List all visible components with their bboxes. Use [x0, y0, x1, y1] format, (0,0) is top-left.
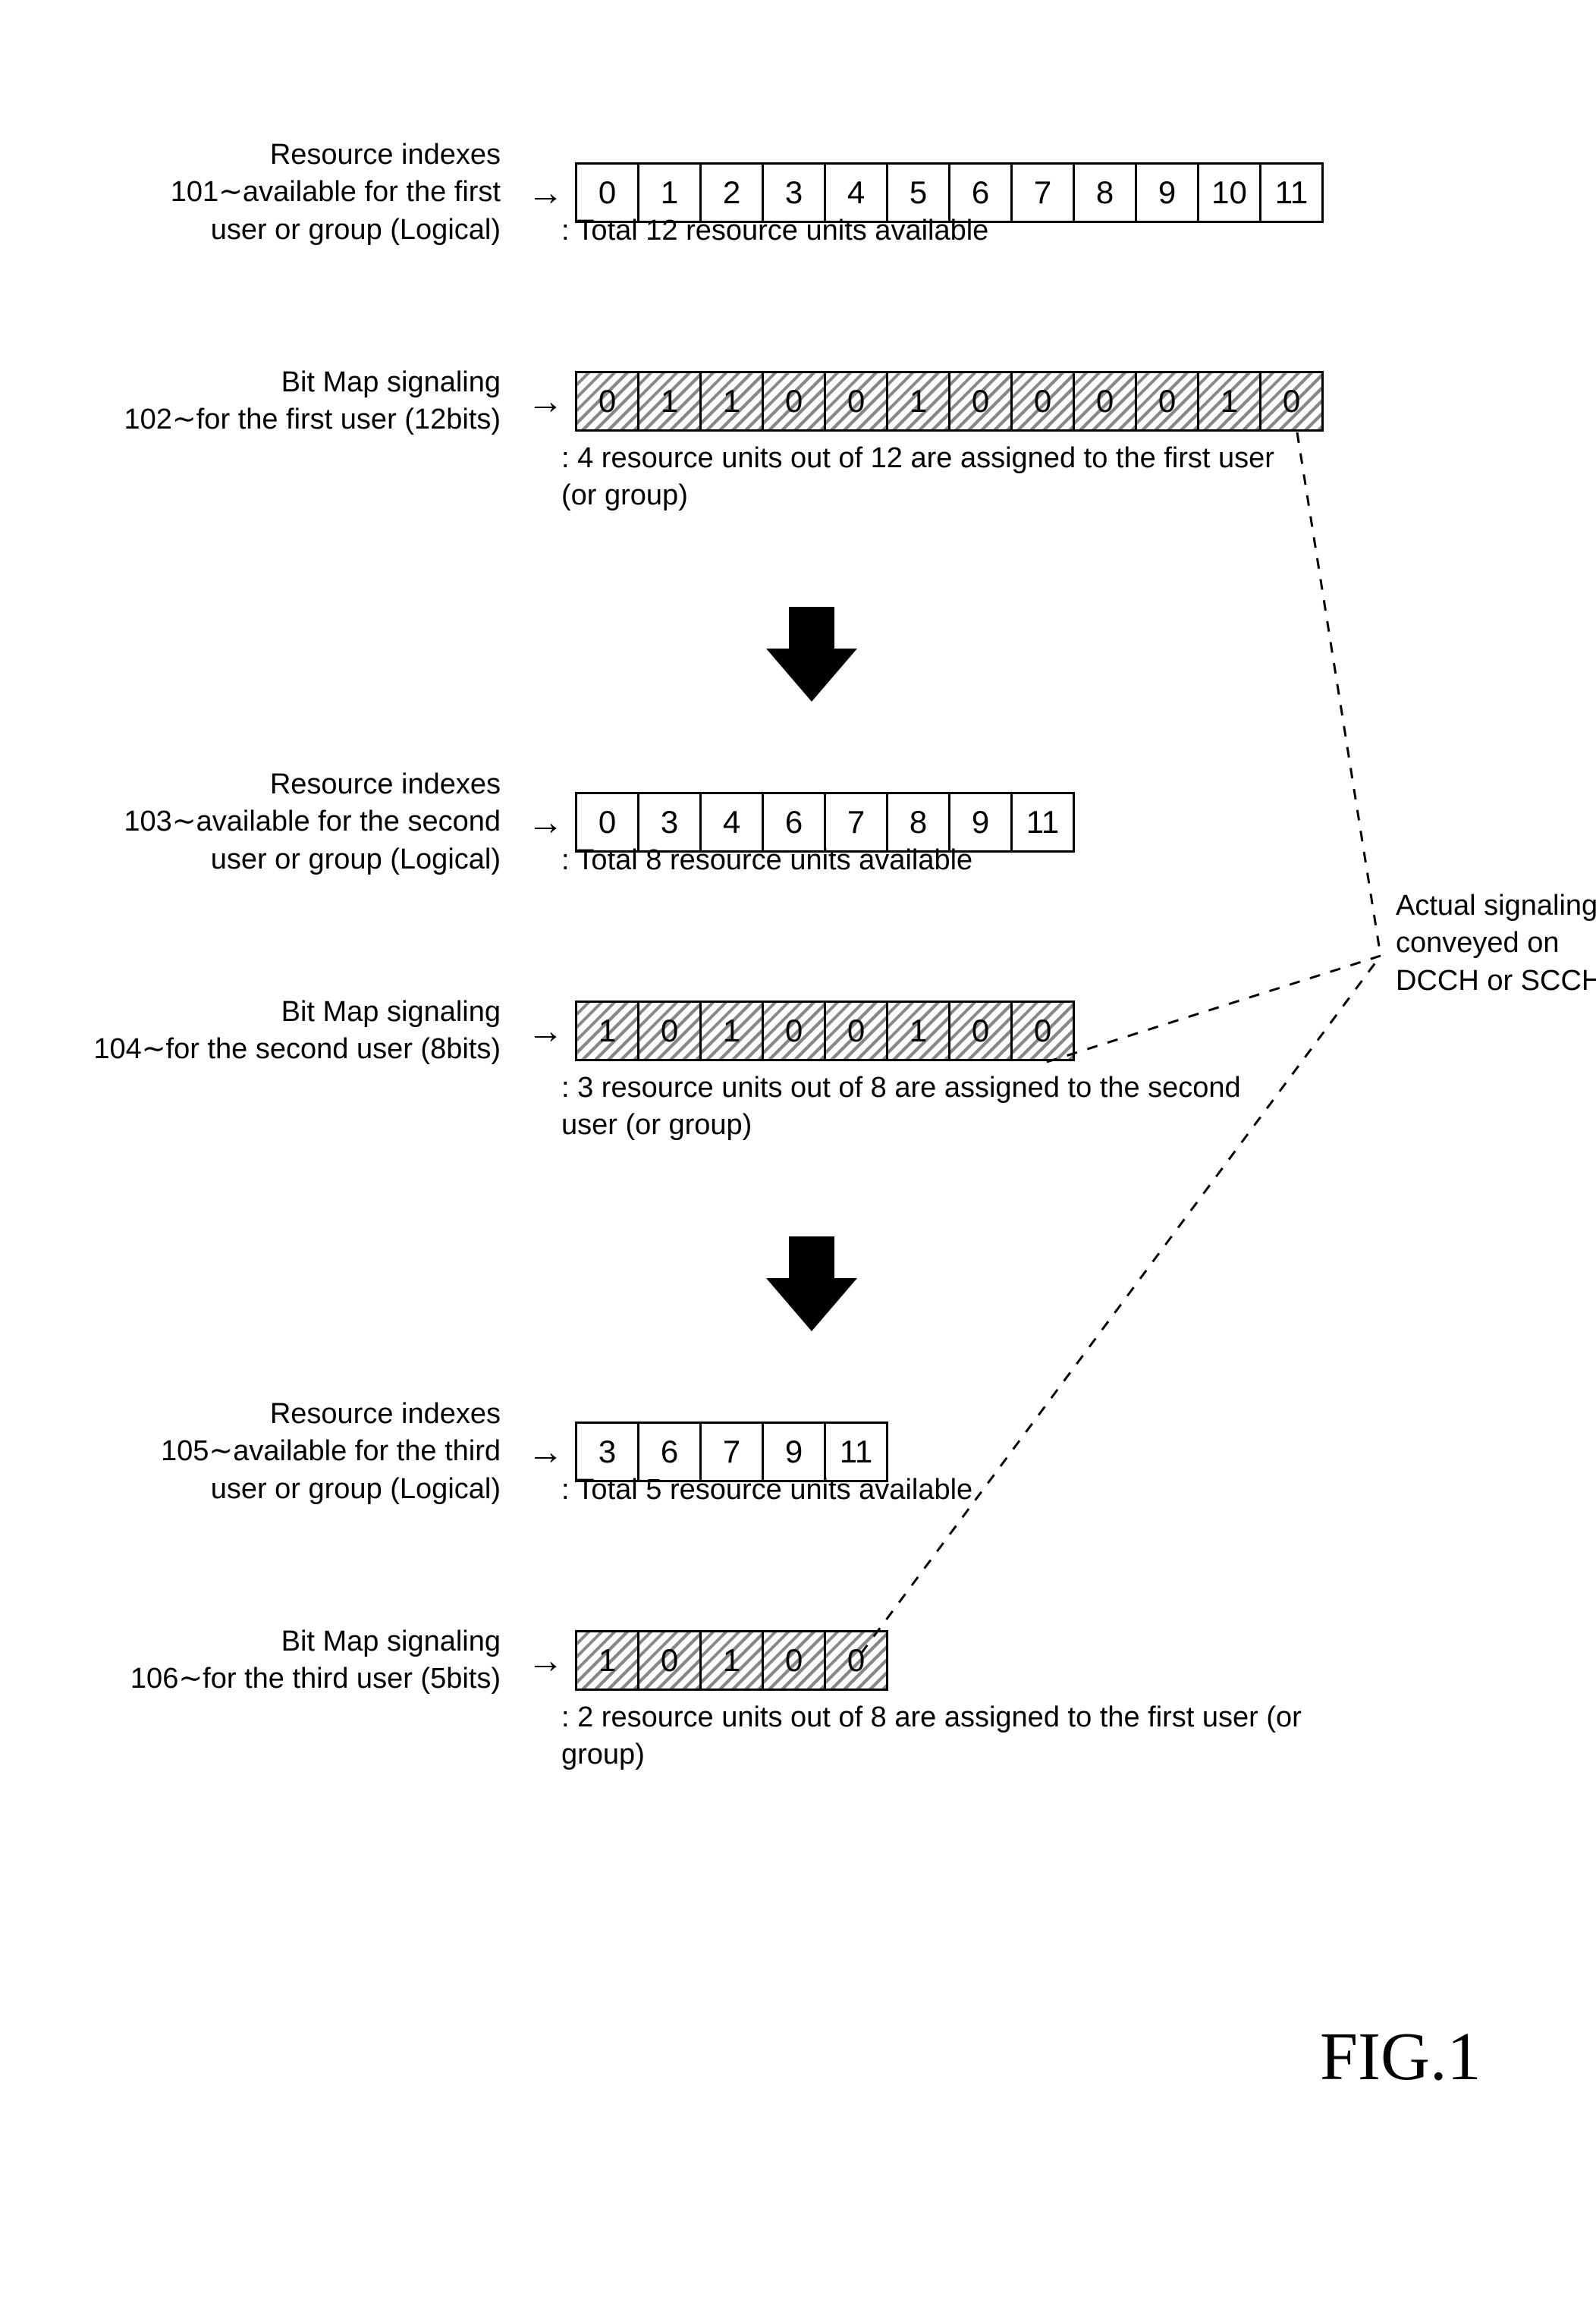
flow-arrow-head: [766, 1278, 857, 1331]
flow-arrow-icon: [789, 607, 834, 652]
cell: 1: [575, 1001, 639, 1061]
block-label: Resource indexes103∼available for the se…: [61, 766, 516, 878]
cell: 1: [575, 1630, 639, 1691]
cell: 0: [1135, 371, 1199, 432]
cell: 0: [637, 1630, 702, 1691]
diagram-container: Resource indexes101∼available for the fi…: [30, 30, 1566, 2279]
cell: 0: [762, 1630, 826, 1691]
arrow-right-icon: →: [516, 381, 575, 423]
arrow-right-icon: →: [516, 172, 575, 214]
block-caption: : Total 8 resource units available: [561, 842, 1305, 879]
cell: 0: [1073, 371, 1137, 432]
arrow-right-icon: →: [516, 1640, 575, 1682]
ref-number: 106: [130, 1660, 178, 1698]
bitmap-row: 011001000010: [575, 371, 1324, 432]
cell: 1: [886, 371, 950, 432]
arrow-right-icon: →: [516, 802, 575, 843]
block-104: Bit Map signaling104∼for the second user…: [61, 994, 1075, 1069]
block-caption: : Total 12 resource units available: [561, 212, 1305, 250]
ref-number: 104: [93, 1031, 141, 1068]
cell: 1: [1197, 371, 1261, 432]
cell: 1: [886, 1001, 950, 1061]
cell: 0: [824, 1001, 888, 1061]
block-caption: : 4 resource units out of 12 are assigne…: [561, 440, 1305, 515]
bitmap-row: 10100: [575, 1630, 888, 1691]
block-label: Resource indexes105∼available for the th…: [61, 1396, 516, 1508]
block-caption: : Total 5 resource units available: [561, 1472, 1305, 1509]
cell: 0: [575, 371, 639, 432]
cell: 0: [637, 1001, 702, 1061]
cell: 0: [1259, 371, 1324, 432]
block-caption: : 3 resource units out of 8 are assigned…: [561, 1070, 1305, 1145]
arrow-right-icon: →: [516, 1010, 575, 1052]
arrow-right-icon: →: [516, 1431, 575, 1473]
flow-arrow-head: [766, 649, 857, 702]
side-note: Actual signaling conveyed on DCCH or SCC…: [1396, 887, 1596, 1000]
cell: 0: [948, 371, 1013, 432]
cell: 0: [824, 371, 888, 432]
block-102: Bit Map signaling102∼for the first user …: [61, 364, 1324, 439]
bitmap-row: 10100100: [575, 1001, 1075, 1061]
figure-label: FIG.1: [1320, 2018, 1481, 2096]
cell: 0: [762, 1001, 826, 1061]
cell: 0: [1010, 1001, 1075, 1061]
cell: 1: [637, 371, 702, 432]
block-label: Resource indexes101∼available for the fi…: [61, 137, 516, 249]
cell: 0: [824, 1630, 888, 1691]
block-label: Bit Map signaling106∼for the third user …: [61, 1623, 516, 1698]
cell: 1: [699, 1630, 764, 1691]
ref-number: 105: [161, 1433, 209, 1470]
cell: 0: [948, 1001, 1013, 1061]
cell: 0: [762, 371, 826, 432]
block-label: Bit Map signaling102∼for the first user …: [61, 364, 516, 439]
cell: 1: [699, 371, 764, 432]
block-106: Bit Map signaling106∼for the third user …: [61, 1623, 888, 1698]
ref-number: 103: [124, 803, 171, 840]
block-caption: : 2 resource units out of 8 are assigned…: [561, 1699, 1305, 1774]
ref-number: 102: [124, 401, 172, 438]
flow-arrow-icon: [789, 1236, 834, 1282]
cell: 1: [699, 1001, 764, 1061]
ref-number: 101: [171, 174, 218, 211]
block-label: Bit Map signaling104∼for the second user…: [61, 994, 516, 1069]
cell: 0: [1010, 371, 1075, 432]
